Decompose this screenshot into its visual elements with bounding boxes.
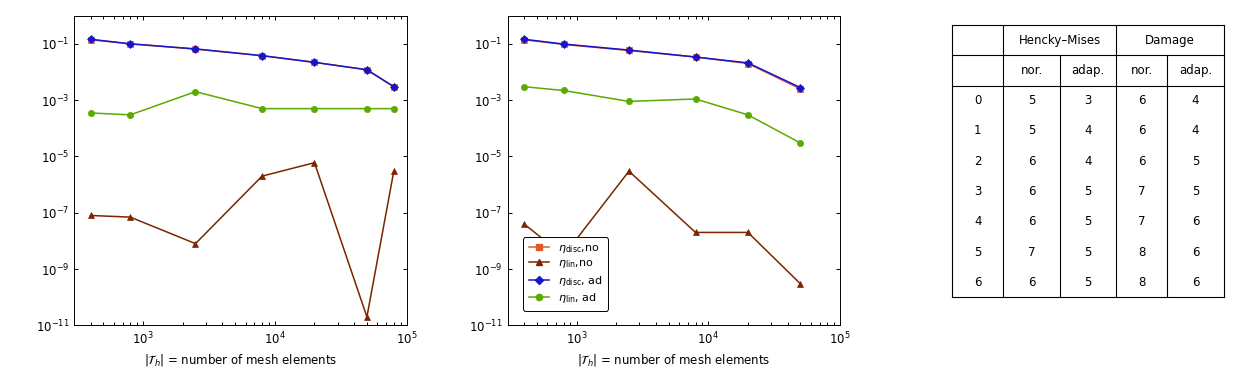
Text: nor.: nor. bbox=[1131, 64, 1153, 77]
Text: 6: 6 bbox=[1028, 185, 1036, 198]
Text: 5: 5 bbox=[1192, 155, 1199, 168]
Text: 4: 4 bbox=[1192, 124, 1199, 138]
Text: 6: 6 bbox=[1192, 276, 1199, 289]
Text: 2: 2 bbox=[974, 155, 981, 168]
Text: 7: 7 bbox=[1138, 185, 1146, 198]
Text: 6: 6 bbox=[1138, 155, 1146, 168]
Text: 5: 5 bbox=[1028, 124, 1036, 138]
Text: 4: 4 bbox=[1192, 94, 1199, 107]
Text: 6: 6 bbox=[1138, 124, 1146, 138]
Text: 3: 3 bbox=[974, 185, 981, 198]
Text: 6: 6 bbox=[1138, 94, 1146, 107]
Text: 4: 4 bbox=[1084, 124, 1091, 138]
Text: 3: 3 bbox=[1084, 94, 1091, 107]
Text: 6: 6 bbox=[974, 276, 981, 289]
Text: 5: 5 bbox=[1084, 276, 1091, 289]
Text: 5: 5 bbox=[1084, 185, 1091, 198]
Text: adap.: adap. bbox=[1179, 64, 1213, 77]
Text: 5: 5 bbox=[1028, 94, 1036, 107]
Legend: $\eta_{\mathrm{disc}}$,no, $\eta_{\mathrm{lin}}$,no, $\eta_{\mathrm{disc}}$, ad,: $\eta_{\mathrm{disc}}$,no, $\eta_{\mathr… bbox=[523, 238, 608, 310]
Text: 6: 6 bbox=[1028, 276, 1036, 289]
Text: 7: 7 bbox=[1028, 245, 1036, 259]
Text: 5: 5 bbox=[974, 245, 981, 259]
Text: 4: 4 bbox=[1084, 155, 1091, 168]
Text: 6: 6 bbox=[1028, 215, 1036, 228]
Text: 0: 0 bbox=[974, 94, 981, 107]
X-axis label: $|\mathcal{T}_h|$ = number of mesh elements: $|\mathcal{T}_h|$ = number of mesh eleme… bbox=[577, 352, 770, 368]
Text: 5: 5 bbox=[1192, 185, 1199, 198]
Text: nor.: nor. bbox=[1021, 64, 1043, 77]
Text: 1: 1 bbox=[974, 124, 981, 138]
Text: 5: 5 bbox=[1084, 245, 1091, 259]
Text: adap.: adap. bbox=[1072, 64, 1105, 77]
Text: 6: 6 bbox=[1192, 245, 1199, 259]
Text: 4: 4 bbox=[974, 215, 981, 228]
X-axis label: $|\mathcal{T}_h|$ = number of mesh elements: $|\mathcal{T}_h|$ = number of mesh eleme… bbox=[143, 352, 337, 368]
Text: 8: 8 bbox=[1138, 276, 1146, 289]
Text: 6: 6 bbox=[1028, 155, 1036, 168]
Text: Damage: Damage bbox=[1145, 34, 1195, 47]
Text: 7: 7 bbox=[1138, 215, 1146, 228]
Text: Hencky–Mises: Hencky–Mises bbox=[1018, 34, 1101, 47]
Text: 6: 6 bbox=[1192, 215, 1199, 228]
Text: 8: 8 bbox=[1138, 245, 1146, 259]
Text: 5: 5 bbox=[1084, 215, 1091, 228]
